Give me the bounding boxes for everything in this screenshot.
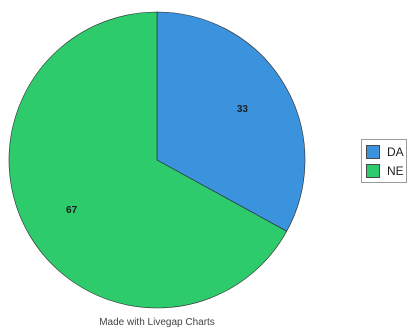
legend-label-da: DA	[387, 145, 404, 159]
legend-item-ne: NE	[366, 163, 404, 179]
chart-credit[interactable]: Made with Livegap Charts	[99, 317, 215, 328]
pie-slice-da[interactable]	[156, 11, 306, 232]
legend-swatch-da	[366, 145, 380, 159]
legend-item-da: DA	[366, 144, 404, 160]
legend-label-ne: NE	[387, 164, 404, 178]
legend-swatch-ne	[366, 164, 380, 178]
data-label-ne: 67	[66, 205, 78, 216]
data-label-da: 33	[237, 104, 249, 115]
chart-legend: DA NE	[361, 139, 407, 183]
pie-slice-ne[interactable]	[8, 11, 288, 309]
